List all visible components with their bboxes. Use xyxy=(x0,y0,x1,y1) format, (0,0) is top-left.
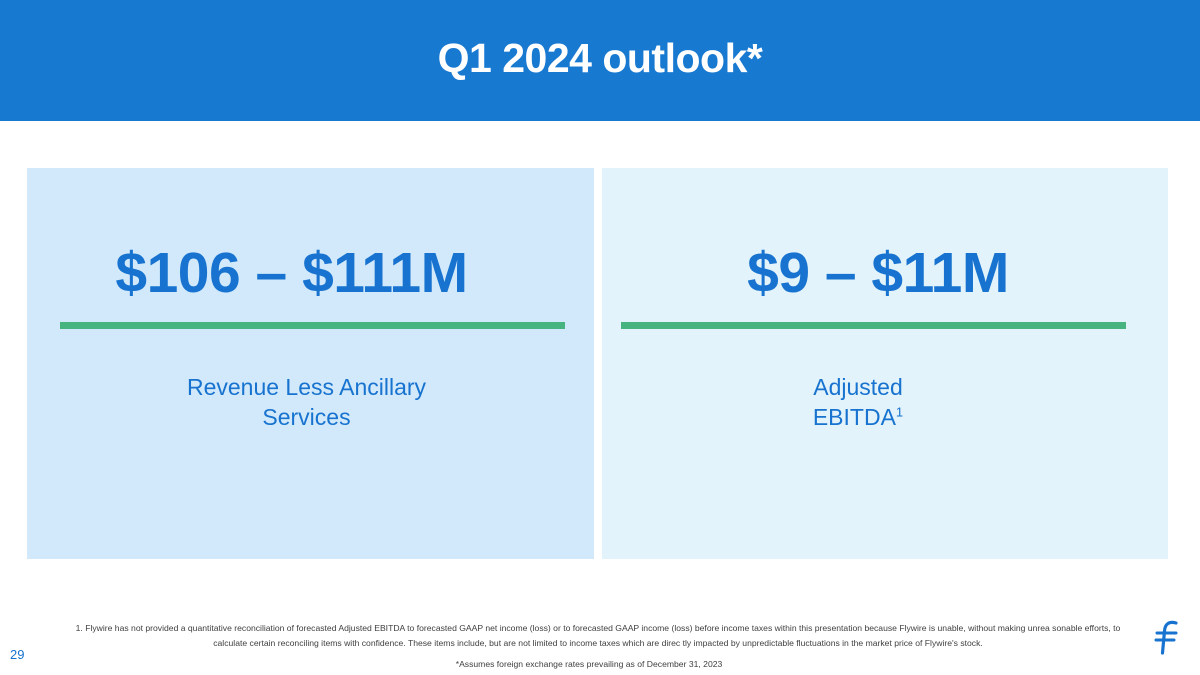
footnote-marker: 1 xyxy=(895,404,904,420)
page-number: 29 xyxy=(10,647,25,662)
metric-label-line2: EBITDA1 xyxy=(575,402,1141,432)
footnote-line2: calculate certain reconciling items with… xyxy=(213,638,983,648)
metric-card-ebitda: $9 – $11M Adjusted EBITDA1 xyxy=(602,168,1168,559)
metric-divider xyxy=(621,322,1126,329)
metric-card-revenue: $106 – $111M Revenue Less Ancillary Serv… xyxy=(27,168,594,559)
metric-label-line2-text: EBITDA xyxy=(812,404,896,430)
metric-divider xyxy=(60,322,565,329)
assumption-note: *Assumes foreign exchange rates prevaili… xyxy=(455,659,723,669)
footnote-line1: 1. Flywire has not provided a quantitati… xyxy=(75,623,1121,633)
metric-label-line2: Services xyxy=(262,404,351,430)
header-bar: Q1 2024 outlook* xyxy=(0,0,1200,121)
metric-value: $9 – $11M xyxy=(747,241,1009,305)
slide-title: Q1 2024 outlook* xyxy=(437,35,763,81)
metric-label-line1: Revenue Less Ancillary xyxy=(186,374,427,400)
metric-label: Revenue Less Ancillary Services xyxy=(23,372,590,432)
metric-value: $106 – $111M xyxy=(115,241,468,305)
footnote: 1. Flywire has not provided a quantitati… xyxy=(28,621,1168,651)
metric-label: Adjusted EBITDA1 xyxy=(575,372,1141,432)
flywire-logo-icon xyxy=(1154,620,1178,655)
metric-label-line1: Adjusted xyxy=(813,374,903,400)
